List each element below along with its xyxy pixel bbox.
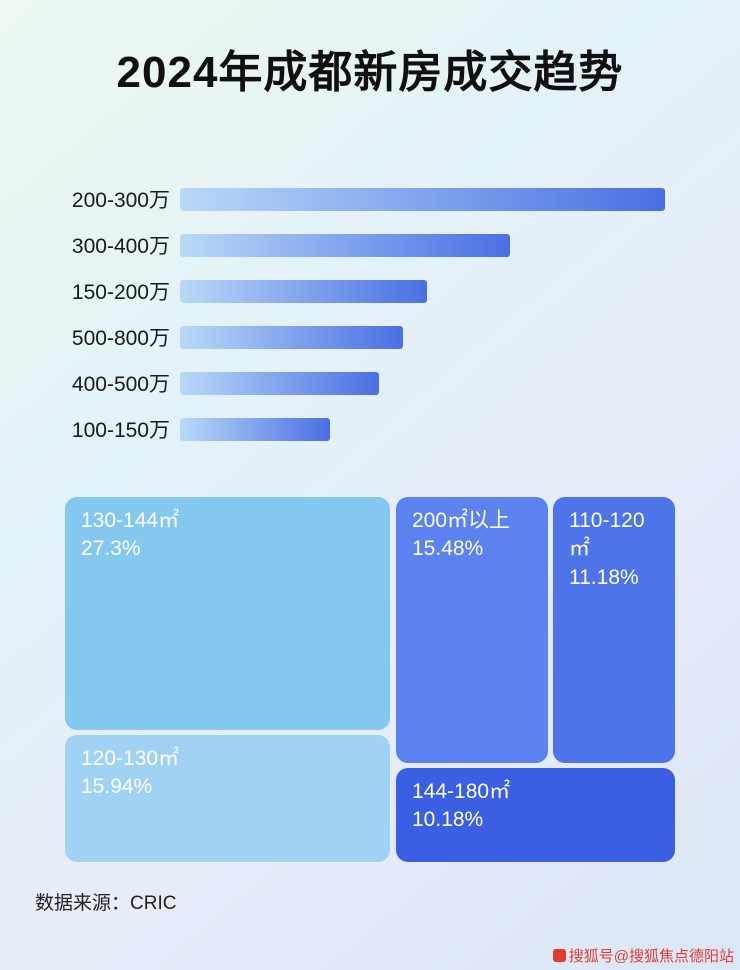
bar-label: 100-150万: [71, 419, 170, 442]
block-label: 144-180㎡: [412, 780, 511, 803]
bar-row: 500-800万: [48, 314, 692, 360]
treemap-block: 130-144㎡ 27.3%: [65, 497, 390, 730]
block-label: 110-120㎡: [569, 509, 645, 561]
bar-row: 150-200万: [48, 268, 692, 314]
bar-label: 300-400万: [71, 235, 170, 258]
treemap-block: 144-180㎡ 10.18%: [396, 768, 675, 862]
bar: [180, 325, 404, 349]
area-size-treemap: 130-144㎡ 27.3% 120-130㎡ 15.94% 200㎡以上 15.48% 1…: [65, 497, 675, 862]
treemap-block: 110-120㎡ 11.18%: [553, 497, 675, 763]
block-pct: 15.48%: [412, 537, 484, 561]
block-label: 200㎡以上: [412, 509, 511, 532]
page-title: 2024年成都新房成交趋势: [116, 48, 624, 97]
bar: [180, 279, 428, 303]
block-label: 130-144㎡: [81, 509, 180, 532]
block-label: 120-130㎡: [81, 747, 180, 770]
data-source: 数据来源：CRIC: [35, 893, 177, 914]
block-pct: 15.94%: [81, 775, 153, 799]
bar: [180, 371, 379, 395]
price-range-bar-chart: 200-300万 300-400万 150-200万 500-800万 400-500万…: [48, 176, 692, 452]
bar-label: 150-200万: [71, 281, 170, 304]
bar: [180, 187, 665, 211]
treemap-block: 120-130㎡ 15.94%: [65, 735, 390, 862]
block-pct: 27.3%: [81, 537, 141, 561]
bar-row: 400-500万: [48, 360, 692, 406]
bar-label: 200-300万: [71, 189, 170, 212]
bar-row: 300-400万: [48, 222, 692, 268]
bar-label: 400-500万: [71, 373, 170, 396]
block-pct: 10.18%: [412, 808, 484, 832]
bar-row: 100-150万: [48, 406, 692, 452]
treemap-block: 200㎡以上 15.48%: [396, 497, 548, 763]
bar: [180, 417, 331, 441]
sohu-logo-icon: [552, 949, 566, 962]
block-pct: 11.18%: [569, 565, 639, 589]
bar: [180, 233, 510, 257]
watermark: 搜狐号@搜狐焦点德阳站: [552, 945, 734, 966]
watermark-text: 搜狐号@搜狐焦点德阳站: [568, 948, 734, 965]
bar-row: 200-300万: [48, 176, 692, 222]
bar-label: 500-800万: [71, 327, 170, 350]
